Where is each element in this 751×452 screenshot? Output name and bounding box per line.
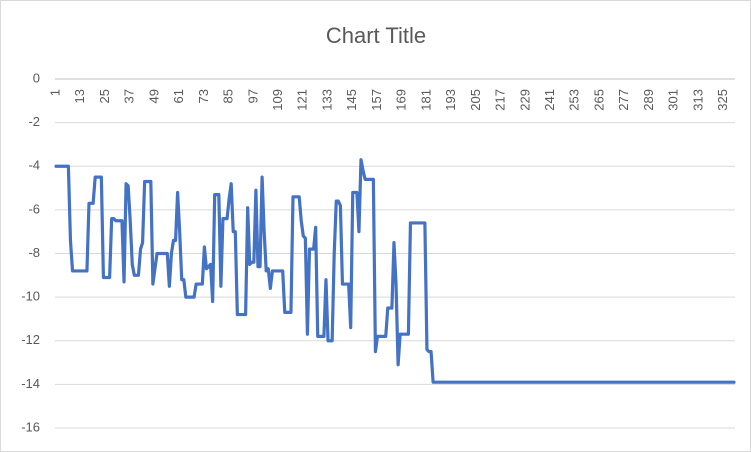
x-tick-label: 205 — [468, 89, 483, 111]
x-tick-label: 301 — [666, 89, 681, 111]
y-tick-label: -12 — [21, 332, 40, 347]
y-tick-label: -2 — [28, 114, 40, 129]
x-tick-label: 181 — [418, 89, 433, 111]
x-tick-label: 313 — [690, 89, 705, 111]
x-tick-label: 277 — [616, 89, 631, 111]
x-tick-label: 85 — [221, 89, 236, 103]
x-tick-label: 169 — [394, 89, 409, 111]
x-tick-label: 253 — [567, 89, 582, 111]
y-tick-label: 0 — [33, 70, 40, 85]
x-tick-label: 37 — [122, 89, 137, 103]
data-line — [54, 158, 736, 384]
y-tick-label: -10 — [21, 289, 40, 304]
x-tick-label: 241 — [542, 89, 557, 111]
x-tick-label: 25 — [97, 89, 112, 103]
y-tick-label: -6 — [28, 201, 40, 216]
y-tick-label: -4 — [28, 158, 40, 173]
x-tick-label: 289 — [641, 89, 656, 111]
x-tick-label: 121 — [295, 89, 310, 111]
x-tick-label: 325 — [715, 89, 730, 111]
x-tick-label: 49 — [146, 89, 161, 103]
x-tick-label: 145 — [344, 89, 359, 111]
x-tick-label: 217 — [493, 89, 508, 111]
x-tick-label: 73 — [196, 89, 211, 103]
x-tick-label: 61 — [171, 89, 186, 103]
x-tick-label: 1 — [47, 89, 62, 96]
y-tick-label: -14 — [21, 376, 40, 391]
x-tick-label: 133 — [319, 89, 334, 111]
y-tick-label: -16 — [21, 419, 40, 434]
x-tick-label: 97 — [245, 89, 260, 103]
x-tick-label: 157 — [369, 89, 384, 111]
x-tick-label: 13 — [72, 89, 87, 103]
x-tick-label: 229 — [517, 89, 532, 111]
chart-title: Chart Title — [326, 23, 426, 48]
x-tick-label: 193 — [443, 89, 458, 111]
y-tick-label: -8 — [28, 245, 40, 260]
x-tick-label: 265 — [591, 89, 606, 111]
x-tick-label: 109 — [270, 89, 285, 111]
